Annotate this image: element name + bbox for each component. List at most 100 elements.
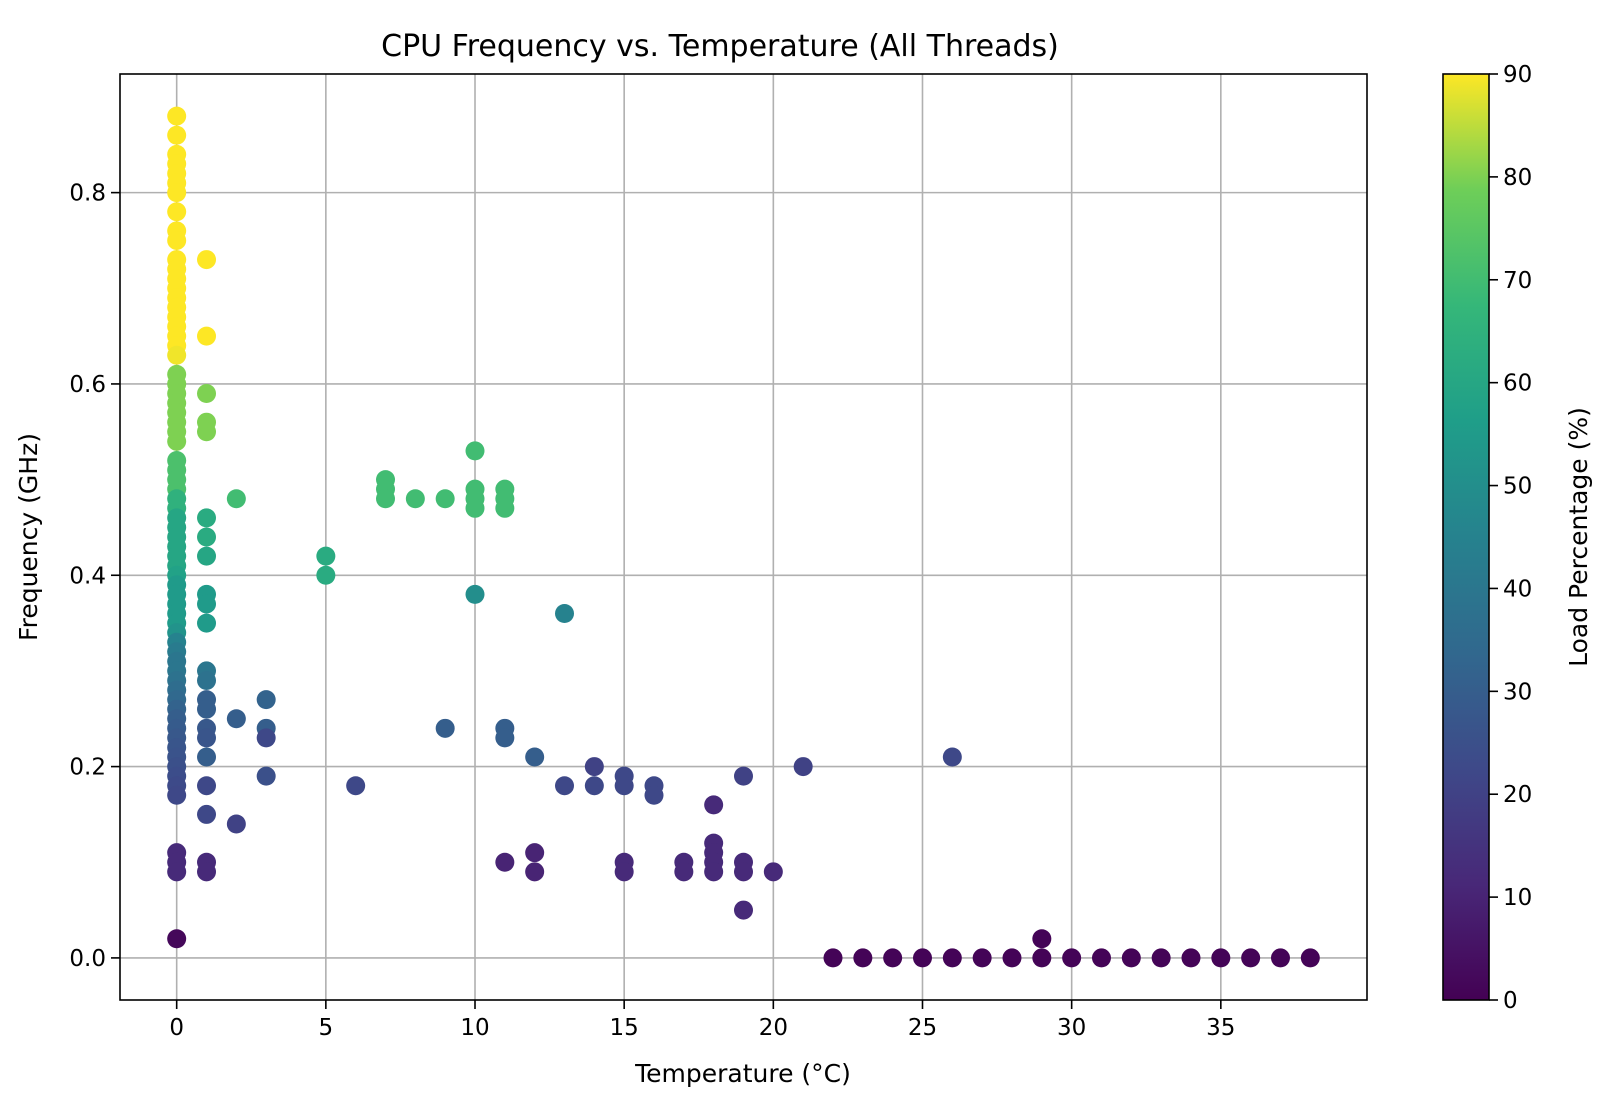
colorbar-tick-label: 40 [1503,576,1532,602]
data-point [167,785,187,805]
data-point [226,489,246,509]
colorbar-tick-label: 60 [1503,371,1532,397]
colorbar-tick-label: 0 [1503,988,1518,1014]
data-point [167,125,187,145]
y-axis-label: Frequency (GHz) [14,433,43,641]
data-point [226,814,246,834]
data-point [346,776,366,796]
data-point [465,441,485,461]
data-point [763,862,783,882]
data-point [197,862,217,882]
data-point [316,565,336,585]
data-point [167,345,187,365]
colorbar-tick-label: 30 [1503,679,1532,705]
data-point [555,604,575,624]
data-point [1270,948,1290,968]
data-point [197,508,217,528]
x-tick-label: 35 [1206,1015,1235,1041]
data-point [614,862,634,882]
data-point [584,776,604,796]
data-point [525,747,545,767]
y-axis-ticks: 0.0 0.2 0.4 0.6 0.8 [69,181,120,972]
data-point [197,422,217,442]
data-point [256,690,276,710]
data-point [1091,948,1111,968]
data-point [316,546,336,566]
data-point [167,862,187,882]
data-point [197,594,217,614]
data-point [435,489,455,509]
colorbar-ticks: 0 10 20 30 40 50 60 70 80 90 [1489,62,1532,1014]
data-point [197,546,217,566]
data-point [256,728,276,748]
data-point [674,862,694,882]
data-point [465,584,485,604]
data-point [405,489,425,509]
data-point [167,202,187,222]
y-tick-label: 0.4 [69,563,106,589]
x-tick-label: 25 [908,1015,937,1041]
data-point [1032,948,1052,968]
data-point [376,489,396,509]
y-tick-label: 0.8 [69,181,106,207]
data-point [1032,929,1052,949]
data-point [972,948,992,968]
data-point [704,795,724,815]
data-point [555,776,575,796]
data-point [734,900,753,920]
y-tick-label: 0.6 [69,372,106,398]
chart-title: CPU Frequency vs. Temperature (All Threa… [381,29,1059,64]
data-point [644,785,664,805]
data-point [584,757,604,777]
data-point [1002,948,1022,968]
x-axis-ticks: 0 5 10 15 20 25 30 35 [169,1000,1235,1041]
data-point [1241,948,1261,968]
colorbar-tick-label: 10 [1503,885,1532,911]
y-tick-label: 0.2 [69,755,106,781]
data-point [614,776,634,796]
data-point [525,862,545,882]
data-point [197,326,217,346]
x-tick-label: 30 [1057,1015,1086,1041]
data-point [167,106,187,126]
data-point [823,948,843,968]
data-point [942,948,962,968]
x-tick-label: 5 [319,1015,334,1041]
data-point [1121,948,1141,968]
colorbar-tick-label: 80 [1503,165,1532,191]
colorbar-tick-label: 20 [1503,782,1532,808]
data-point [942,747,962,767]
data-points [167,106,1320,968]
data-point [167,929,187,949]
data-point [883,948,903,968]
data-point [197,384,217,404]
data-point [495,728,515,748]
data-point [495,852,515,872]
colorbar [1442,73,1490,1001]
data-point [734,862,753,882]
data-point [435,718,455,738]
data-point [1062,948,1082,968]
x-tick-label: 15 [610,1015,639,1041]
data-point [1181,948,1201,968]
colorbar-tick-label: 50 [1503,474,1532,500]
data-point [167,230,187,250]
data-point [197,804,217,824]
data-point [465,498,485,518]
data-point [704,862,724,882]
data-point [1300,948,1320,968]
data-point [197,728,217,748]
data-point [197,776,217,796]
data-point [1151,948,1171,968]
data-point [197,747,217,767]
data-point [912,948,932,968]
data-point [1211,948,1231,968]
data-point [734,766,753,786]
data-point [197,699,217,719]
y-tick-label: 0.0 [69,946,106,972]
colorbar-tick-label: 90 [1503,62,1532,88]
x-tick-label: 0 [169,1015,184,1041]
colorbar-label: Load Percentage (%) [1564,407,1593,667]
plot-frame [119,73,1368,1001]
data-point [167,431,187,451]
